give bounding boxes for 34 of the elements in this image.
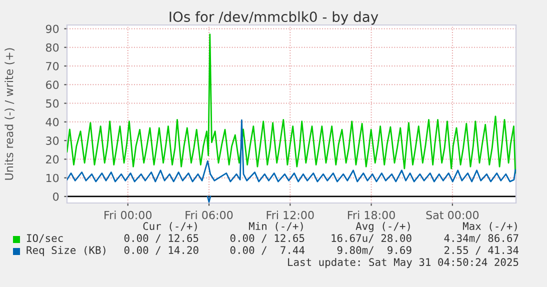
text: Max (-/+)	[462, 222, 517, 232]
x-tick-label: Fri 18:00	[348, 210, 395, 220]
x-tick-label: Fri 00:00	[104, 210, 152, 220]
line-series	[67, 34, 516, 174]
text: Min (-/+)	[248, 222, 303, 232]
y-tick-label: 70	[46, 62, 59, 70]
text: Cur (-/+)	[143, 222, 197, 232]
y-tick-label: 60	[46, 80, 59, 90]
x-tick-label: Fri 12:00	[266, 210, 314, 220]
text: 0.00 / 12.65	[124, 234, 198, 243]
y-axis-title: Units read (-) / write (+)	[4, 48, 15, 180]
x-tick-label: Sat 00:00	[426, 210, 479, 220]
text: 0.00 / 12.65	[230, 234, 304, 243]
y-tick-label: 10	[46, 174, 59, 182]
y-tick-label: 80	[46, 43, 59, 52]
text: 0.00 / 7.44	[230, 246, 305, 255]
text: 2.55 / 41.34	[444, 246, 519, 255]
legend-label: Req Size (KB)	[26, 246, 106, 256]
chart-title: IOs for /dev/mmcblk0 - by day	[170, 11, 378, 25]
text: 0.00 / 14.20	[124, 246, 198, 255]
y-tick-label: 20	[46, 155, 59, 164]
line-series	[67, 119, 516, 182]
text: Avg (-/+)	[356, 222, 410, 232]
y-tick-label: 90	[46, 24, 59, 34]
y-tick-label: 40	[46, 118, 59, 126]
text: 9.80m/ 9.69	[337, 246, 412, 255]
text: 4.34m/ 86.67	[444, 234, 518, 243]
text: 16.67u/ 28.00	[332, 234, 412, 243]
y-tick-label: 30	[46, 136, 59, 145]
text: Last update: Sat May 31 04:50:24 2025	[288, 258, 518, 268]
x-tick-label: Fri 06:00	[186, 210, 233, 220]
y-tick-label: 0	[53, 192, 59, 201]
y-tick-label: 50	[46, 99, 59, 108]
legend-label: IO/sec	[27, 234, 63, 243]
